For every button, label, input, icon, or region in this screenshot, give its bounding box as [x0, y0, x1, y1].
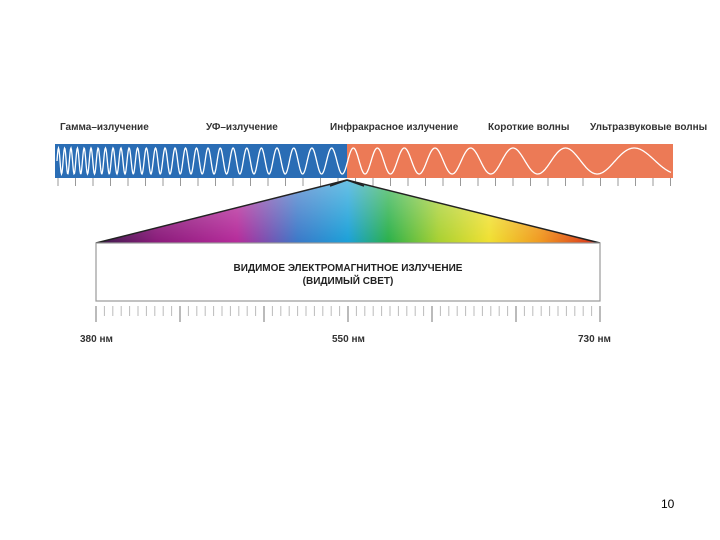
scale-label-center: 550 нм — [332, 334, 365, 345]
fan-highlight — [96, 180, 600, 243]
band-label-gamma: Гамма–излучение — [60, 122, 149, 133]
band-label-ultrasonic: Ультразвуковые волны — [590, 122, 708, 133]
fan-edge-right — [346, 179, 601, 244]
page-number: 10 — [661, 497, 675, 511]
pointer-left — [329, 179, 348, 187]
scale-label-left: 380 нм — [80, 334, 113, 345]
pointer-right — [346, 179, 365, 187]
fan-edge-left — [95, 179, 348, 244]
scale-label-right: 730 нм — [578, 334, 611, 345]
band-label-uv: УФ–излучение — [206, 122, 278, 133]
scale-ticks — [95, 306, 601, 322]
visible-light-title-line2: (ВИДИМЫЙ СВЕТ) — [302, 276, 394, 287]
wave-line — [56, 145, 672, 177]
visible-light-title-line1: ВИДИМОЕ ЭЛЕКТРОМАГНИТНОЕ ИЗЛУЧЕНИЕ — [233, 263, 463, 274]
band-label-short-waves: Короткие волны — [488, 122, 570, 133]
visible-light-title: ВИДИМОЕ ЭЛЕКТРОМАГНИТНОЕ ИЗЛУЧЕНИЕ (ВИДИ… — [96, 262, 600, 288]
visible-light-box — [95, 242, 601, 302]
band-label-infrared: Инфракрасное излучение — [330, 122, 459, 133]
